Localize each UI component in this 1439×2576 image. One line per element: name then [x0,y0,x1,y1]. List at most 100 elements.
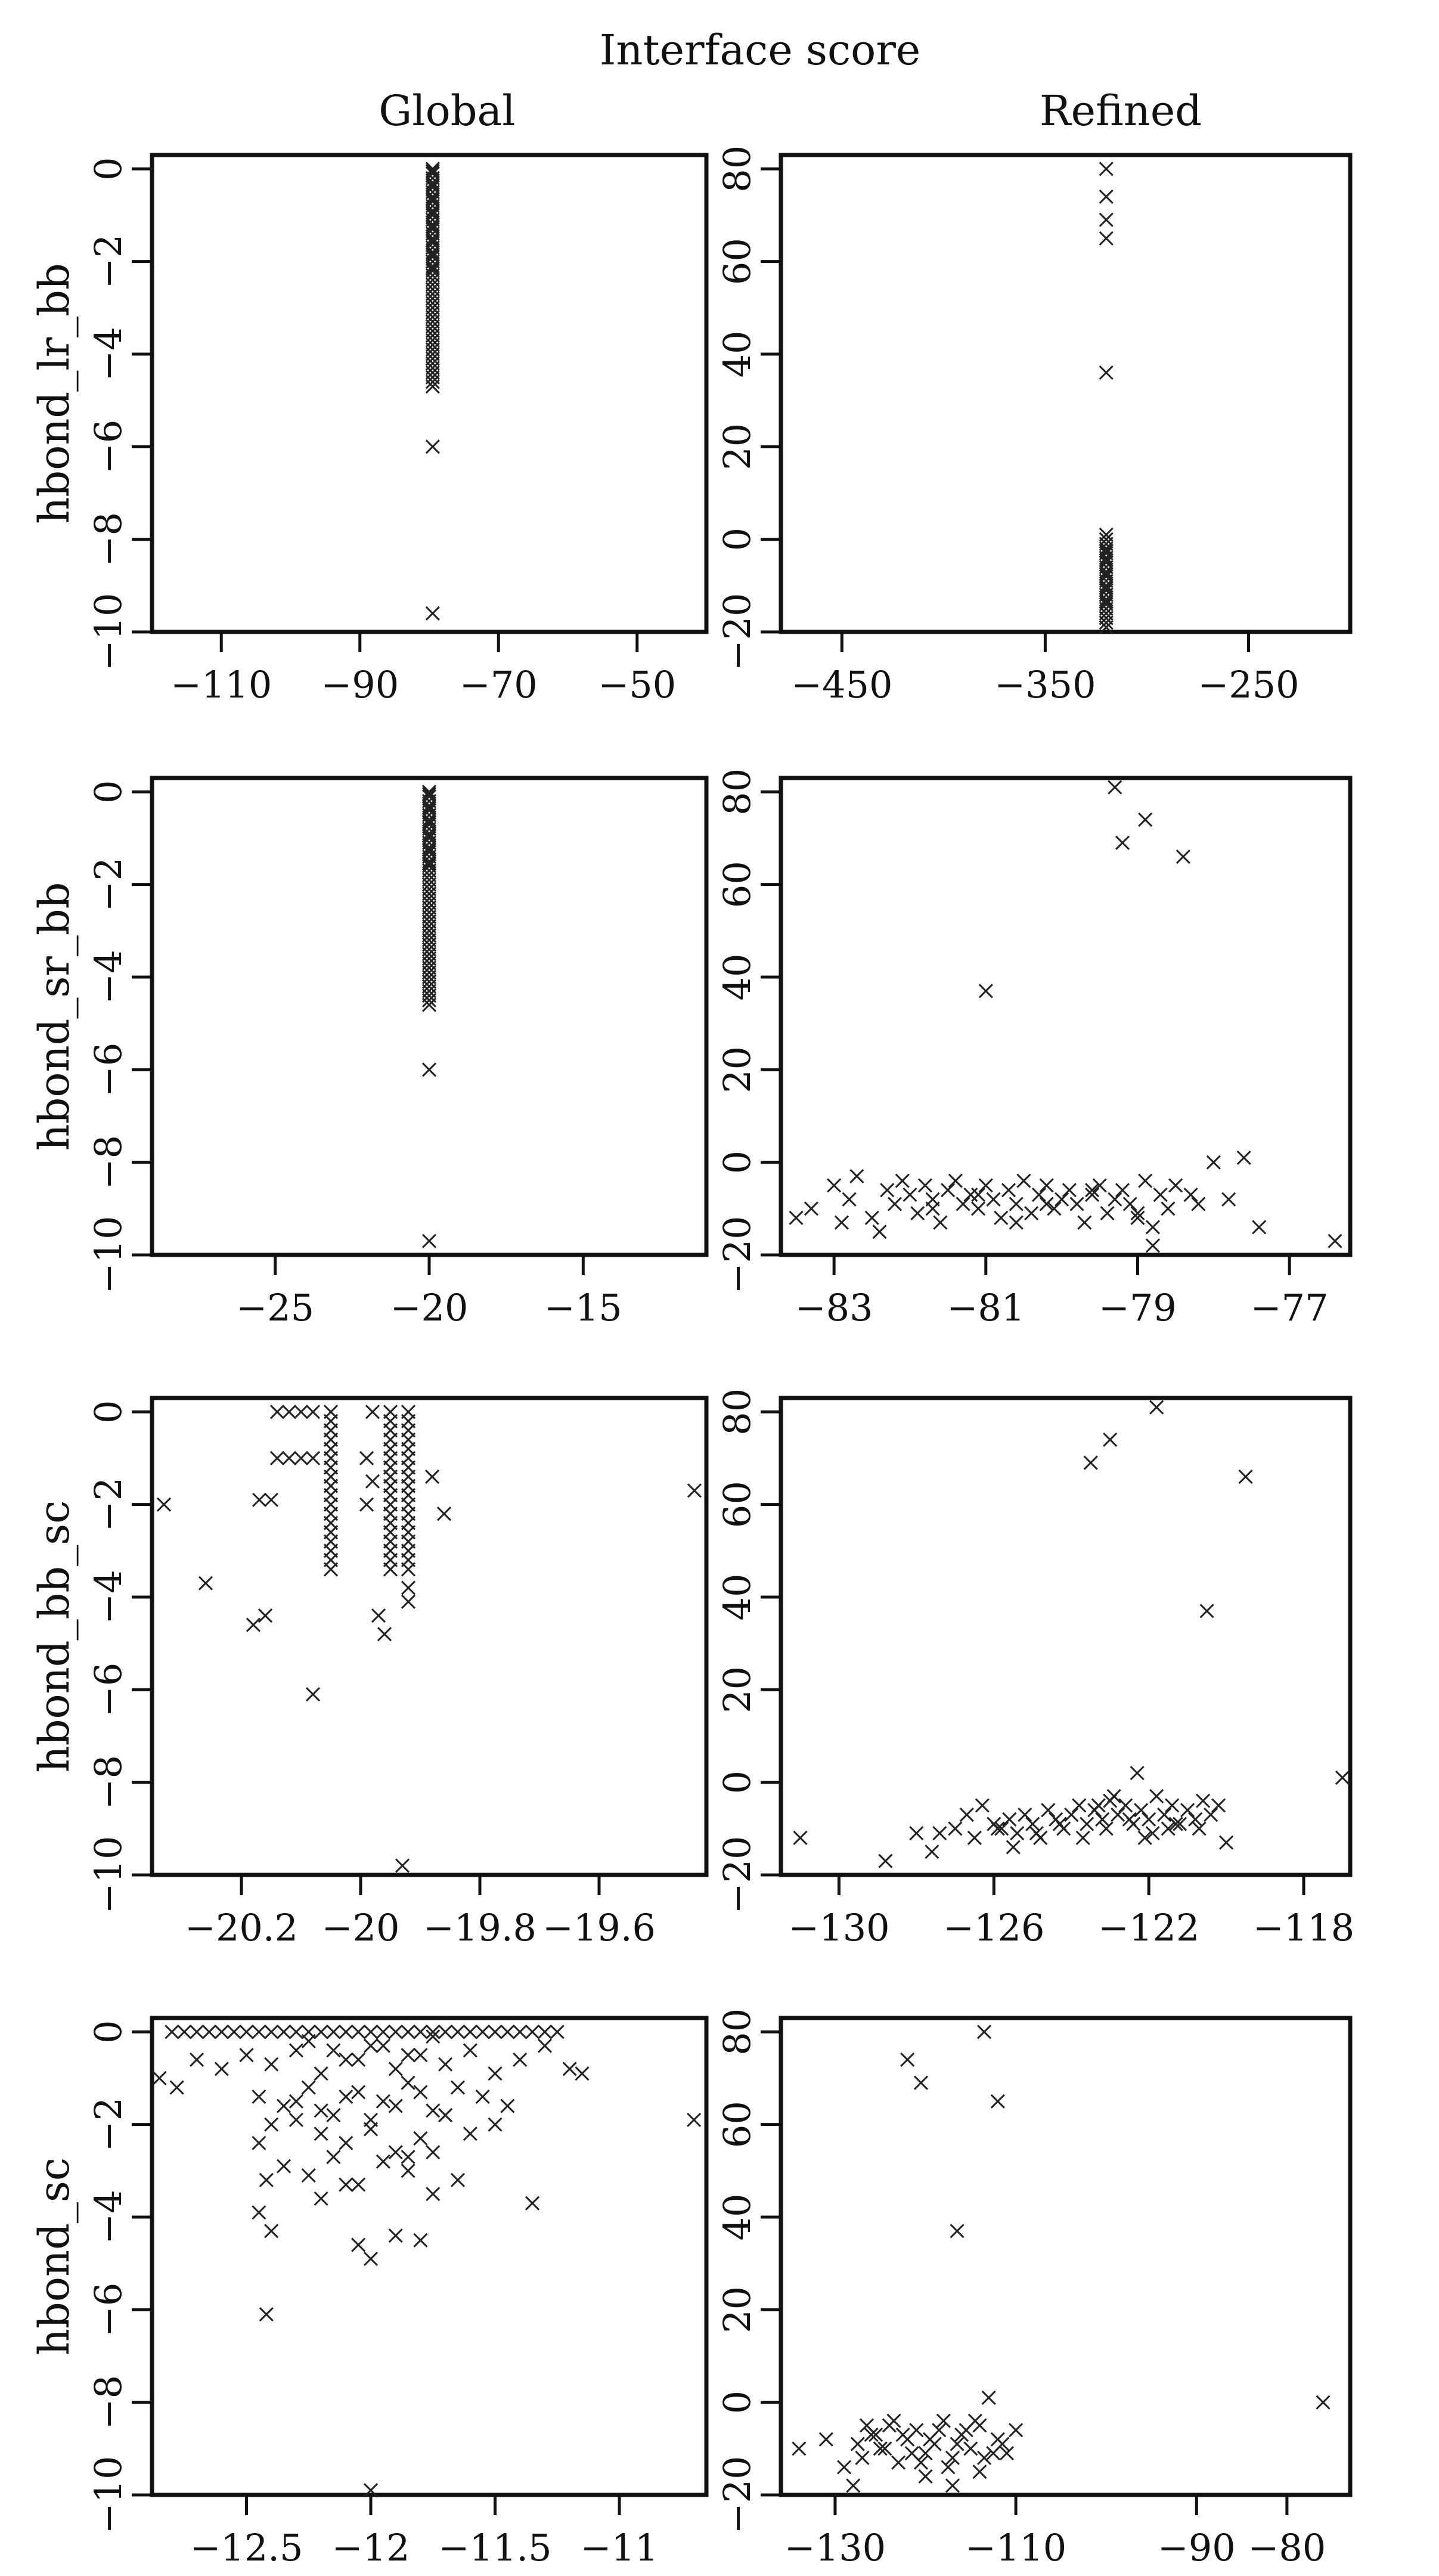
data-point [305,1687,321,1702]
data-point [281,1405,297,1419]
data-point [1161,1821,1176,1836]
data-point [1091,1798,1106,1813]
data-point [252,2089,266,2104]
data-point [259,2307,274,2322]
data-point [1204,1807,1218,1822]
data-point [1316,2395,1331,2410]
x-tick-label: −19.6 [542,1906,656,1949]
y-axis-label: hbond_sc [30,2157,79,2355]
y-tick-label: −10 [86,593,130,671]
y-tick-label: 0 [715,1151,759,1174]
data-point [314,2025,328,2039]
y-tick-label: −4 [86,2190,130,2244]
x-tick-label: −122 [1098,1906,1199,1949]
data-point [351,2237,366,2252]
data-point [376,2094,390,2109]
scatter-panel: −83 −81 −79 −77 80 60 40 20 0 −20 [715,768,1353,1329]
data-point [438,2108,453,2123]
data-point [156,1497,172,1512]
data-point [1221,1192,1236,1207]
data-point [376,2025,390,2039]
data-point [475,2089,490,2104]
data-point [401,1562,416,1577]
data-point [562,2062,577,2076]
data-point [401,2075,415,2090]
data-point [1149,1788,1164,1804]
data-point [425,191,440,206]
data-point [910,1206,925,1221]
data-point [1095,1812,1110,1827]
data-point [909,1826,924,1841]
data-point [276,2159,291,2174]
data-point [421,1233,437,1248]
data-point [967,1830,982,1845]
data-point [981,2390,996,2405]
data-point [687,1483,702,1498]
data-point [475,2025,490,2039]
data-point [877,2441,892,2456]
data-point [376,2038,390,2053]
data-point [1009,1215,1024,1230]
data-point [1006,1840,1021,1855]
x-tick-label: −81 [947,1286,1025,1329]
data-point [425,178,440,193]
data-point [932,1826,947,1841]
data-point [994,1821,1009,1836]
y-tick-label: 0 [715,2391,759,2414]
data-point [864,1210,879,1225]
x-tick-label: −77 [1251,1286,1329,1329]
data-point [1099,212,1114,227]
data-point [1039,1178,1054,1193]
y-tick-label: −6 [86,420,130,474]
x-tick-label: −20.2 [185,1906,298,1949]
data-point [425,261,440,276]
data-point [1134,1803,1149,1818]
data-point [525,2196,540,2211]
y-tick-label: 80 [715,768,759,816]
data-point [305,1405,321,1419]
data-point [289,2025,303,2039]
data-point [326,2025,341,2039]
data-point [956,1196,970,1211]
data-point [1118,1798,1133,1813]
data-point [365,1405,380,1419]
data-point [1075,1830,1090,1845]
y-tick-label: 40 [715,331,759,378]
x-tick-label: −11 [581,2526,659,2569]
data-point [425,206,440,221]
x-tick-label: −15 [544,1286,622,1329]
data-point [864,2427,879,2442]
data-point [388,2025,403,2039]
data-point [1001,1183,1016,1198]
data-point [1062,1183,1077,1198]
data-point [252,2025,266,2039]
data-point [371,1608,386,1623]
data-point [1191,1196,1206,1211]
data-point [1108,780,1122,795]
data-point [426,2025,441,2039]
data-point [537,2025,552,2039]
data-point [913,2075,929,2090]
data-point [339,2052,353,2067]
y-tick-label: −8 [86,512,130,566]
data-point [339,2089,353,2104]
data-point [1069,1196,1084,1211]
data-point [1080,1816,1094,1831]
data-point [804,1201,818,1216]
data-point [314,2126,328,2141]
data-point [252,1492,267,1507]
data-point [326,2108,341,2123]
data-point [1196,1793,1211,1808]
data-point [834,1215,849,1230]
y-tick-label: −10 [86,2456,130,2534]
x-tick-label: −250 [1198,663,1299,706]
data-point [413,2085,428,2100]
y-tick-label: −20 [715,2456,759,2534]
data-point [363,2025,379,2039]
data-point [421,829,437,844]
data-point [421,787,437,802]
data-point [363,2483,379,2498]
data-point [1122,1812,1137,1827]
data-point [895,1173,910,1188]
plot-frame [150,2016,709,2497]
